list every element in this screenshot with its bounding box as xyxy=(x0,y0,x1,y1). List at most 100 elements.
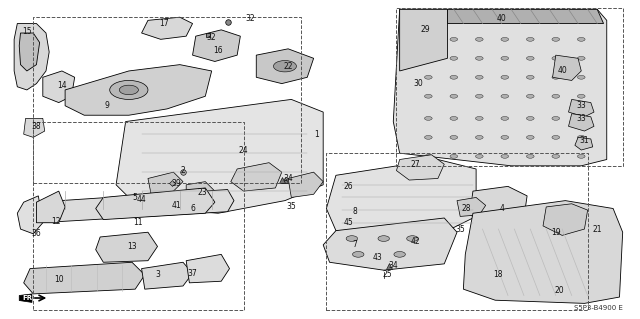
Text: 26: 26 xyxy=(344,182,353,191)
Text: 5: 5 xyxy=(132,193,138,202)
Circle shape xyxy=(450,56,458,60)
Text: 6: 6 xyxy=(190,204,195,213)
Text: 40: 40 xyxy=(497,14,506,23)
Circle shape xyxy=(501,94,509,98)
Polygon shape xyxy=(96,232,157,262)
Circle shape xyxy=(577,136,585,139)
Text: 33: 33 xyxy=(577,114,586,123)
Text: 22: 22 xyxy=(284,62,293,71)
Text: 33: 33 xyxy=(577,101,586,110)
Polygon shape xyxy=(457,197,486,216)
Polygon shape xyxy=(568,100,594,117)
Circle shape xyxy=(577,94,585,98)
Text: 27: 27 xyxy=(411,160,420,169)
Circle shape xyxy=(501,56,509,60)
Text: 40: 40 xyxy=(557,66,567,76)
Circle shape xyxy=(577,37,585,41)
Polygon shape xyxy=(323,218,457,270)
Polygon shape xyxy=(575,137,593,150)
Circle shape xyxy=(346,236,358,241)
Circle shape xyxy=(119,85,138,95)
Circle shape xyxy=(552,75,559,79)
Circle shape xyxy=(450,136,458,139)
Circle shape xyxy=(450,75,458,79)
Circle shape xyxy=(424,116,432,120)
Polygon shape xyxy=(177,191,202,212)
Circle shape xyxy=(476,136,483,139)
Polygon shape xyxy=(186,182,215,201)
Text: 9: 9 xyxy=(104,101,109,110)
Polygon shape xyxy=(14,24,49,90)
Polygon shape xyxy=(17,196,43,234)
Circle shape xyxy=(476,37,483,41)
Circle shape xyxy=(501,154,509,158)
Text: 32: 32 xyxy=(207,33,216,42)
Text: 25: 25 xyxy=(382,271,392,279)
Circle shape xyxy=(476,116,483,120)
Text: 20: 20 xyxy=(554,286,564,295)
Circle shape xyxy=(424,37,432,41)
Text: 35: 35 xyxy=(287,203,296,211)
Polygon shape xyxy=(470,186,527,226)
Text: 17: 17 xyxy=(159,19,169,28)
Text: 1: 1 xyxy=(314,130,319,139)
Polygon shape xyxy=(43,71,75,103)
Circle shape xyxy=(577,116,585,120)
Text: 10: 10 xyxy=(54,275,63,284)
Text: 29: 29 xyxy=(420,25,430,34)
Polygon shape xyxy=(231,163,282,191)
Circle shape xyxy=(450,116,458,120)
Text: 37: 37 xyxy=(188,269,197,278)
Circle shape xyxy=(273,61,296,72)
Text: 21: 21 xyxy=(593,225,602,234)
Polygon shape xyxy=(288,172,323,197)
Text: 30: 30 xyxy=(414,79,424,88)
Polygon shape xyxy=(24,262,145,294)
Text: 15: 15 xyxy=(22,27,32,36)
Text: 34: 34 xyxy=(284,174,293,183)
Text: 28: 28 xyxy=(462,204,471,213)
Text: 18: 18 xyxy=(493,271,503,279)
Circle shape xyxy=(450,94,458,98)
Circle shape xyxy=(394,251,405,257)
Circle shape xyxy=(552,136,559,139)
Polygon shape xyxy=(141,262,193,289)
Circle shape xyxy=(552,154,559,158)
Text: 45: 45 xyxy=(344,218,353,227)
Circle shape xyxy=(527,75,534,79)
Circle shape xyxy=(476,75,483,79)
Text: 8: 8 xyxy=(353,207,357,216)
Circle shape xyxy=(450,154,458,158)
Text: 11: 11 xyxy=(134,218,143,227)
Circle shape xyxy=(476,94,483,98)
Text: 24: 24 xyxy=(239,145,248,154)
Polygon shape xyxy=(394,9,607,166)
Circle shape xyxy=(406,236,418,241)
Polygon shape xyxy=(256,49,314,84)
Circle shape xyxy=(552,116,559,120)
Polygon shape xyxy=(19,294,32,302)
Circle shape xyxy=(527,37,534,41)
Circle shape xyxy=(527,154,534,158)
Circle shape xyxy=(527,116,534,120)
Circle shape xyxy=(353,251,364,257)
Circle shape xyxy=(450,37,458,41)
Circle shape xyxy=(109,80,148,100)
Text: FR.: FR. xyxy=(22,295,35,301)
Polygon shape xyxy=(141,17,193,39)
Circle shape xyxy=(577,56,585,60)
Circle shape xyxy=(501,37,509,41)
Text: 13: 13 xyxy=(127,242,137,251)
Circle shape xyxy=(424,94,432,98)
Polygon shape xyxy=(96,188,215,219)
Text: 14: 14 xyxy=(57,81,67,90)
Polygon shape xyxy=(65,65,212,115)
Polygon shape xyxy=(186,254,230,283)
Text: 16: 16 xyxy=(213,46,223,55)
Text: 12: 12 xyxy=(51,217,60,226)
Circle shape xyxy=(501,116,509,120)
Polygon shape xyxy=(568,114,594,131)
Text: 44: 44 xyxy=(137,195,147,204)
Circle shape xyxy=(424,136,432,139)
Circle shape xyxy=(552,37,559,41)
